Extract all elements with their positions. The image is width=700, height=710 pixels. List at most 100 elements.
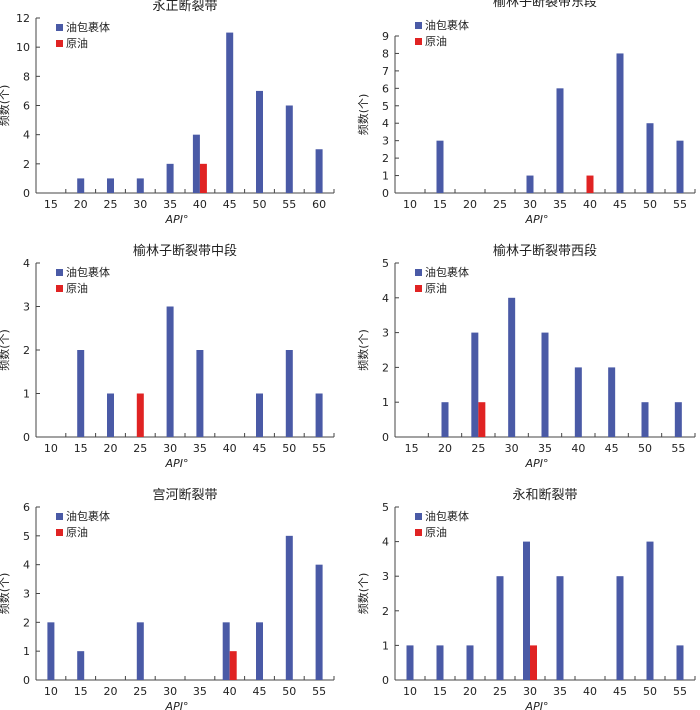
y-axis-label: 频数(个) (356, 573, 370, 615)
chart-title: 榆林子断裂带东段 (493, 0, 597, 10)
chart-panel-3: 榆林子断裂带中段 0 1 2 3 4 10 15 20 25 30 35 40 45 50 55 频数(个) AP… (0, 244, 335, 470)
x-tick-label: 30 (523, 685, 537, 698)
y-tick-label: 1 (382, 396, 389, 409)
x-tick-label: 20 (463, 685, 477, 698)
chart-title: 永和断裂带 (512, 488, 577, 503)
bar-inclusion (315, 393, 323, 437)
y-tick-label: 8 (23, 70, 30, 83)
bar-inclusion (616, 576, 624, 680)
legend-label-inclusion: 油包裹体 (425, 509, 469, 523)
y-tick-label: 4 (382, 292, 389, 305)
y-tick-label: 12 (16, 12, 30, 25)
bar-crude (586, 175, 594, 193)
chart-title: 榆林子断裂带西段 (493, 244, 597, 259)
bar-inclusion (541, 332, 549, 437)
bar-inclusion (107, 393, 114, 437)
x-tick-label: 15 (433, 198, 447, 211)
x-tick-label: 30 (163, 685, 177, 698)
x-tick-label: 15 (74, 685, 88, 698)
x-tick-label: 30 (505, 442, 519, 455)
bar-inclusion (77, 350, 85, 437)
legend-label-crude: 原油 (425, 34, 447, 48)
x-tick-label: 45 (253, 685, 267, 698)
legend-swatch-crude (415, 529, 422, 536)
y-tick-label: 0 (23, 431, 30, 444)
y-tick-label: 2 (382, 605, 389, 618)
x-tick-label: 20 (74, 198, 88, 211)
y-tick-label: 0 (23, 674, 30, 687)
bar-inclusion (192, 134, 200, 193)
y-tick-label: 9 (382, 30, 389, 43)
bar-inclusion (77, 651, 85, 680)
legend-label-crude: 原油 (66, 36, 88, 50)
y-tick-label: 4 (23, 129, 30, 142)
y-tick-label: 10 (16, 41, 30, 54)
y-tick-label: 5 (382, 257, 389, 270)
x-tick-label: 55 (312, 442, 326, 455)
legend-label-crude: 原油 (66, 525, 88, 539)
y-axis-label: 频数(个) (356, 94, 370, 136)
x-tick-label: 45 (253, 442, 267, 455)
x-tick-label: 10 (44, 685, 58, 698)
bar-inclusion (256, 90, 263, 193)
bar-inclusion (646, 541, 654, 680)
y-tick-label: 5 (382, 100, 389, 113)
bar-inclusion (676, 140, 684, 193)
y-tick-label: 3 (382, 327, 389, 340)
y-tick-label: 6 (382, 82, 389, 95)
bar-inclusion (47, 622, 55, 680)
x-tick-label: 25 (493, 685, 507, 698)
x-tick-label: 10 (403, 198, 417, 211)
x-tick-label: 50 (638, 442, 652, 455)
y-tick-label: 2 (23, 344, 30, 357)
x-tick-label: 20 (104, 442, 118, 455)
x-tick-label: 45 (605, 442, 619, 455)
x-tick-label: 30 (163, 442, 177, 455)
legend-swatch-inclusion (415, 22, 422, 29)
bar-inclusion (676, 645, 684, 680)
x-tick-label: 35 (193, 442, 207, 455)
y-tick-label: 1 (23, 645, 30, 658)
x-tick-label: 35 (553, 685, 567, 698)
y-tick-label: 6 (23, 501, 30, 514)
bar-inclusion (196, 350, 204, 437)
x-tick-label: 40 (583, 685, 597, 698)
x-tick-label: 50 (643, 685, 657, 698)
legend-label-inclusion: 油包裹体 (425, 18, 469, 32)
x-tick-label: 55 (673, 685, 687, 698)
bar-crude (478, 402, 486, 437)
legend-label-crude: 原油 (425, 281, 447, 295)
x-tick-label: 35 (193, 685, 207, 698)
bar-inclusion (107, 178, 114, 193)
x-tick-label: 50 (282, 685, 296, 698)
bar-inclusion (616, 53, 624, 193)
y-tick-label: 1 (382, 170, 389, 183)
x-tick-label: 40 (223, 685, 237, 698)
chart-panel-1: 永正断裂带 0 2 4 6 8 10 12 15 20 25 30 35 40 45 50 55 60 频数(个) A… (0, 0, 335, 226)
bar-inclusion (608, 367, 616, 437)
y-tick-label: 2 (382, 152, 389, 165)
bar-inclusion (222, 622, 230, 680)
x-axis-label: API° (525, 213, 549, 226)
y-axis-label: 频数(个) (0, 85, 11, 127)
bar-inclusion (641, 402, 649, 437)
bar-inclusion (77, 178, 85, 193)
legend-swatch-crude (56, 40, 63, 47)
y-tick-label: 0 (23, 187, 30, 200)
y-tick-label: 4 (23, 559, 30, 572)
bar-inclusion (136, 622, 144, 680)
bar-inclusion (508, 297, 516, 437)
x-tick-label: 50 (643, 198, 657, 211)
x-tick-label: 45 (613, 685, 627, 698)
legend-label-inclusion: 油包裹体 (425, 265, 469, 279)
legend-swatch-inclusion (56, 24, 63, 31)
y-tick-label: 3 (23, 301, 30, 314)
y-tick-label: 5 (23, 530, 30, 543)
x-tick-label: 10 (44, 442, 58, 455)
chart-title: 榆林子断裂带中段 (133, 244, 237, 259)
y-tick-label: 5 (382, 501, 389, 514)
bar-inclusion (441, 402, 449, 437)
x-tick-label: 20 (438, 442, 452, 455)
x-tick-label: 25 (104, 198, 118, 211)
